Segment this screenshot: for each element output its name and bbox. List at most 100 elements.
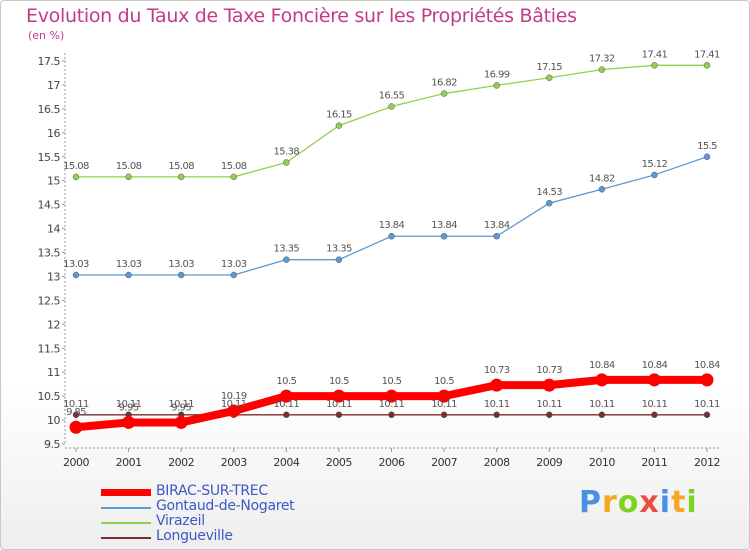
x-tick-label: 2012 [694,456,720,469]
data-point [72,411,80,419]
y-tick-label: 11.5 [38,342,61,355]
data-label: 17.41 [642,49,668,60]
data-point [388,103,395,110]
data-label: 10.11 [168,399,194,410]
data-label: 13.84 [431,220,457,231]
data-label: 16.82 [431,78,457,89]
data-label: 10.84 [642,360,668,371]
data-point [440,90,448,97]
data-label: 14.82 [589,173,615,184]
y-tick-label: 15 [47,175,60,188]
data-label: 9.85 [66,407,86,418]
chart-title: Evolution du Taux de Taxe Foncière sur l… [26,5,577,27]
data-label: 13.84 [379,220,405,231]
data-label: 10.5 [434,376,454,387]
logo-letter: t [671,485,687,520]
y-tick-label: 10 [47,414,60,427]
legend-label: Virazeil [156,513,205,529]
data-label: 10.5 [276,376,296,387]
data-label: 17.15 [536,62,562,73]
logo-letter: P [579,485,602,520]
x-tick-label: 2010 [589,456,615,469]
data-point [72,271,80,279]
data-point [700,373,714,387]
legend-swatch [101,537,151,539]
data-label: 10.11 [536,399,562,410]
logo-letter: r [602,485,618,520]
y-tick-label: 11 [47,366,60,379]
data-label: 16.55 [379,90,405,101]
y-tick-label: 13 [47,270,60,283]
legend-label: Longueville [156,528,233,544]
data-point [651,62,658,69]
data-label: 13.03 [221,259,247,270]
data-label: 10.11 [63,399,89,410]
data-label: 14.53 [536,187,562,198]
data-label: 10.11 [379,399,405,410]
data-label: 10.11 [326,399,352,410]
data-point [72,173,80,181]
data-point [332,389,346,403]
data-label: 13.03 [168,259,194,270]
data-label: 10.84 [589,360,615,371]
data-label: 10.11 [642,399,668,410]
data-label: 10.73 [484,365,510,376]
data-point [283,159,290,166]
data-point [177,271,185,279]
data-point [177,173,185,181]
data-label: 10.73 [536,365,562,376]
legend-swatch [101,507,151,509]
data-label: 10.84 [694,360,720,371]
data-point [388,411,395,419]
y-tick-label: 9.5 [44,438,60,451]
data-point [598,186,606,193]
data-point [388,232,395,240]
data-label: 10.11 [274,399,300,410]
data-label: 13.03 [116,259,142,270]
x-tick-label: 2005 [326,456,352,469]
legend-swatch [101,522,151,524]
data-point [440,411,448,419]
logo-letter: i [686,485,698,520]
x-tick-label: 2002 [168,456,194,469]
data-point [385,389,398,403]
y-tick-label: 16.5 [38,103,61,116]
x-tick-label: 2003 [221,456,247,469]
data-label: 17.41 [694,49,720,60]
x-tick-label: 2006 [379,456,405,469]
data-point [440,232,448,240]
data-label: 9.95 [171,402,191,413]
data-point [490,378,504,392]
data-point [125,173,132,181]
data-point [647,373,661,387]
data-label: 13.03 [63,259,89,270]
logo-letter: x [639,485,660,520]
data-label: 9.95 [119,402,139,413]
data-label: 16.99 [484,69,510,80]
data-point [703,62,711,69]
data-point [546,199,553,207]
data-point [493,82,500,89]
data-point [335,122,343,129]
data-label: 15.12 [642,159,668,170]
y-tick-label: 14.5 [38,199,61,212]
y-tick-label: 17 [47,79,60,92]
data-point [598,66,606,73]
data-point [546,74,553,82]
data-point [493,411,500,419]
data-label: 15.08 [221,161,247,172]
y-axis-unit: (en %) [28,29,65,42]
data-point [230,271,237,279]
x-tick-label: 2009 [536,456,562,469]
data-point [230,173,237,181]
data-point [546,411,553,419]
data-label: 17.32 [589,54,615,65]
data-point [598,411,606,419]
y-tick-label: 16 [47,127,60,140]
data-label: 15.08 [168,161,194,172]
data-point [283,256,290,263]
data-point [651,171,658,179]
data-point [174,415,188,429]
